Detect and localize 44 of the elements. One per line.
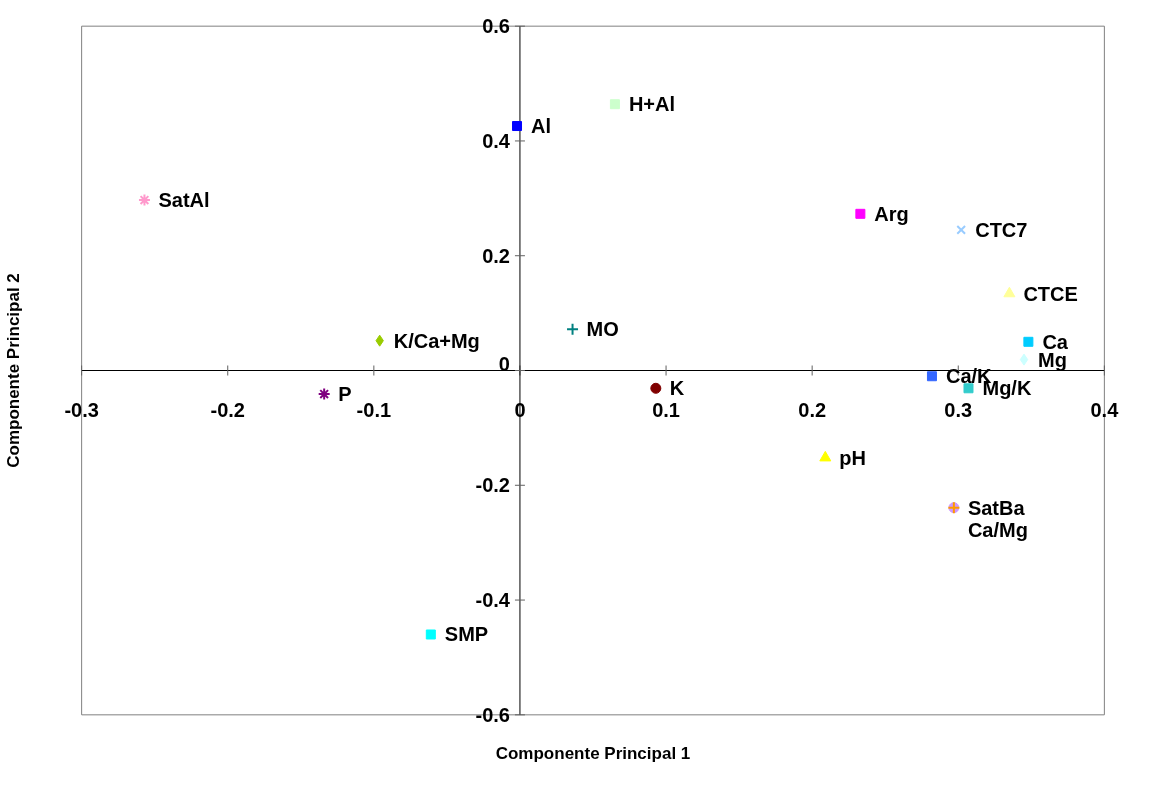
x-tick-label: 0.3 [944, 398, 973, 421]
y-axis-title: Componente Principal 2 [3, 273, 23, 468]
series-label: MO [586, 318, 619, 341]
x-axis-title: Componente Principal 1 [495, 743, 691, 763]
point [1019, 353, 1029, 366]
y-tick-label: -0.4 [475, 589, 511, 612]
point [137, 193, 151, 207]
x-tick-label: -0.3 [64, 398, 99, 421]
point [1003, 286, 1016, 298]
x-tick-label: -0.1 [356, 398, 392, 421]
point [512, 121, 523, 132]
series-label: SatAl [158, 189, 210, 212]
series-label: H+Al [628, 93, 676, 116]
x-tick-label: 0.4 [1090, 398, 1120, 421]
series-label: CTCE [1023, 282, 1078, 305]
x-tick-label: -0.2 [210, 398, 245, 421]
series-label: K/Ca+Mg [393, 329, 480, 352]
point [317, 387, 331, 401]
series-label: Ca/Mg [967, 518, 1028, 541]
x-tick-label: 0.1 [652, 398, 680, 421]
point [566, 322, 580, 336]
point [819, 450, 832, 462]
y-tick-label: -0.6 [475, 703, 510, 726]
y-tick-label: 0.4 [482, 129, 511, 152]
point [1023, 336, 1034, 347]
series-label: CTC7 [975, 218, 1028, 241]
point [963, 383, 974, 394]
series-label: Arg [874, 202, 909, 225]
series-label: P [338, 383, 352, 406]
point [650, 382, 662, 394]
y-tick-label: -0.2 [475, 474, 510, 497]
series-label: K [669, 377, 685, 400]
point [425, 629, 436, 640]
y-tick-label: 0.6 [482, 15, 510, 38]
point [855, 208, 866, 219]
series-label: Al [531, 115, 552, 138]
x-tick-label: 0.2 [798, 398, 827, 421]
series-label: SMP [444, 623, 489, 646]
series-label: pH [839, 446, 866, 469]
point [926, 371, 937, 382]
point [609, 99, 620, 110]
y-tick-label: 0.2 [482, 244, 510, 267]
point [956, 225, 967, 235]
series-label: SatBa [967, 496, 1026, 519]
